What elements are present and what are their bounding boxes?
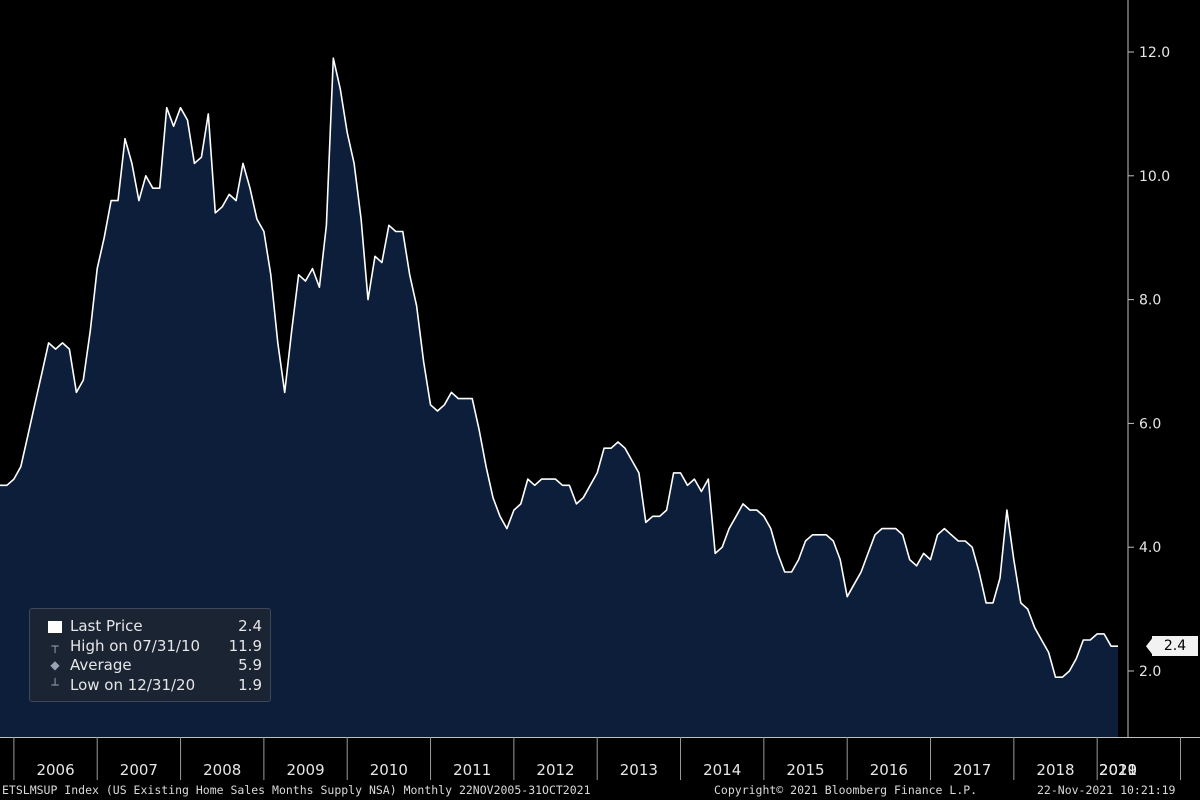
legend-label: High on 07/31/10 bbox=[70, 636, 201, 655]
y-tick-label: 8.0 bbox=[1139, 293, 1161, 309]
x-tick-label: 2017 bbox=[953, 761, 991, 779]
legend-row-high: ┬ High on 07/31/10 11.9 bbox=[40, 637, 262, 657]
x-tick-label: 2010 bbox=[370, 761, 408, 779]
y-tick-label: 6.0 bbox=[1139, 416, 1161, 432]
last-price-tag: 2.4 bbox=[1152, 636, 1198, 656]
x-tick-label: 2020 bbox=[1099, 761, 1137, 779]
square-swatch-icon bbox=[40, 620, 70, 633]
legend-row-last-price: Last Price 2.4 bbox=[40, 617, 262, 637]
footer-source: ETSLMSUP Index (US Existing Home Sales M… bbox=[2, 783, 591, 797]
x-tick-label: 2015 bbox=[786, 761, 824, 779]
footer-bar: ETSLMSUP Index (US Existing Home Sales M… bbox=[0, 780, 1200, 800]
legend-value: 5.9 bbox=[238, 656, 262, 674]
x-tick-label: 2011 bbox=[453, 761, 491, 779]
legend-row-average: ◆ Average 5.9 bbox=[40, 656, 262, 676]
axis-layer: 12.0 10.0 8.0 6.0 4.0 2.0 2006 2007 2008 2009 2010… bbox=[0, 0, 1200, 780]
footer-copyright: Copyright© 2021 Bloomberg Finance L.P. bbox=[714, 783, 978, 797]
high-pin-icon: ┬ bbox=[51, 638, 59, 653]
footer-timestamp: 22-Nov-2021 10:21:19 bbox=[1037, 783, 1176, 797]
series-area-fill bbox=[0, 58, 1118, 737]
last-price-pointer bbox=[1146, 637, 1153, 656]
x-tick-label: 2021 bbox=[1099, 761, 1137, 779]
legend-box: Last Price 2.4 ┬ High on 07/31/10 11.9 ◆… bbox=[29, 608, 271, 702]
legend-value: 1.9 bbox=[238, 675, 262, 694]
legend-value: 11.9 bbox=[228, 636, 262, 655]
low-pin-icon: ┴ bbox=[51, 677, 59, 692]
y-tick-label: 2.0 bbox=[1139, 664, 1161, 680]
x-tick-label: 2009 bbox=[286, 761, 324, 779]
x-tick-label: 2018 bbox=[1036, 761, 1074, 779]
plot-layer bbox=[0, 57, 1118, 737]
y-tick-label: 12.0 bbox=[1139, 45, 1170, 61]
y-tick-label: 10.0 bbox=[1139, 169, 1170, 185]
x-tick-label: 2014 bbox=[703, 761, 741, 779]
legend-label: Low on 12/31/20 bbox=[70, 675, 196, 694]
series-line bbox=[0, 57, 1118, 678]
legend-label: Last Price bbox=[70, 617, 143, 635]
y-tick-label: 4.0 bbox=[1139, 540, 1161, 556]
legend-row-low: ┴ Low on 12/31/20 1.9 bbox=[40, 676, 262, 696]
legend-label: Average bbox=[70, 656, 132, 674]
x-tick-label: 2019 bbox=[1099, 761, 1137, 779]
average-diamond-icon: ◆ bbox=[50, 658, 60, 672]
x-tick-label: 2012 bbox=[536, 761, 574, 779]
legend-value: 2.4 bbox=[238, 617, 262, 635]
x-tick-label: 2008 bbox=[203, 761, 241, 779]
x-tick-label: 2016 bbox=[870, 761, 908, 779]
x-tick-label: 2006 bbox=[36, 761, 74, 779]
x-tick-label: 2013 bbox=[620, 761, 658, 779]
x-tick-label: 2007 bbox=[120, 761, 158, 779]
